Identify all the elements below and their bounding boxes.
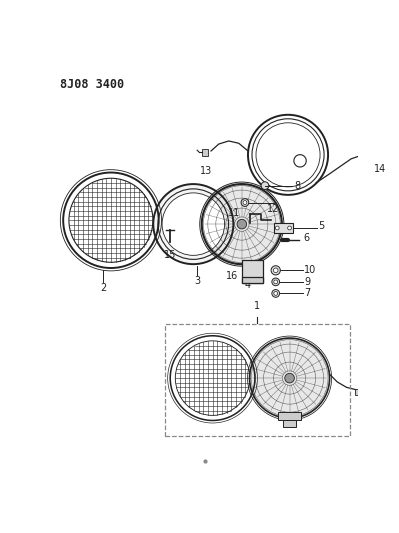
Bar bbox=[242, 260, 263, 284]
Circle shape bbox=[243, 200, 247, 205]
Circle shape bbox=[241, 199, 249, 206]
Text: 8: 8 bbox=[294, 181, 300, 191]
Text: 5: 5 bbox=[318, 221, 324, 231]
Bar bbox=[242, 277, 263, 284]
Circle shape bbox=[248, 115, 328, 195]
Circle shape bbox=[288, 226, 292, 230]
Bar bbox=[376, 150, 383, 156]
Circle shape bbox=[237, 219, 247, 229]
Bar bbox=[165, 324, 350, 436]
Circle shape bbox=[249, 338, 330, 418]
Circle shape bbox=[202, 184, 282, 264]
Text: 4: 4 bbox=[245, 280, 251, 289]
Text: 9: 9 bbox=[304, 277, 310, 287]
Bar bbox=[274, 223, 293, 232]
Circle shape bbox=[285, 373, 294, 383]
Circle shape bbox=[271, 265, 280, 275]
Bar bbox=[283, 419, 296, 427]
Bar bbox=[202, 149, 208, 156]
Circle shape bbox=[162, 193, 225, 255]
Text: 6: 6 bbox=[303, 233, 310, 243]
Circle shape bbox=[274, 280, 278, 284]
Text: 3: 3 bbox=[194, 277, 200, 286]
Text: 7: 7 bbox=[304, 288, 310, 298]
Text: 10: 10 bbox=[304, 265, 316, 276]
Text: 15: 15 bbox=[164, 249, 176, 260]
Circle shape bbox=[272, 278, 280, 286]
Text: 14: 14 bbox=[373, 164, 386, 174]
Text: 11: 11 bbox=[228, 207, 240, 217]
Bar bbox=[355, 389, 364, 395]
Circle shape bbox=[63, 173, 159, 268]
Text: 2: 2 bbox=[100, 284, 107, 293]
Circle shape bbox=[275, 226, 279, 230]
Text: 16: 16 bbox=[226, 271, 238, 281]
Circle shape bbox=[170, 336, 255, 421]
Circle shape bbox=[273, 268, 278, 273]
Circle shape bbox=[274, 292, 278, 295]
Text: 13: 13 bbox=[200, 166, 213, 176]
Circle shape bbox=[272, 289, 280, 297]
Circle shape bbox=[261, 182, 269, 189]
Text: 8J08 3400: 8J08 3400 bbox=[60, 78, 124, 91]
Circle shape bbox=[153, 184, 233, 264]
Bar bbox=[278, 412, 301, 419]
Text: 12: 12 bbox=[267, 204, 279, 214]
Text: 1: 1 bbox=[254, 301, 260, 311]
